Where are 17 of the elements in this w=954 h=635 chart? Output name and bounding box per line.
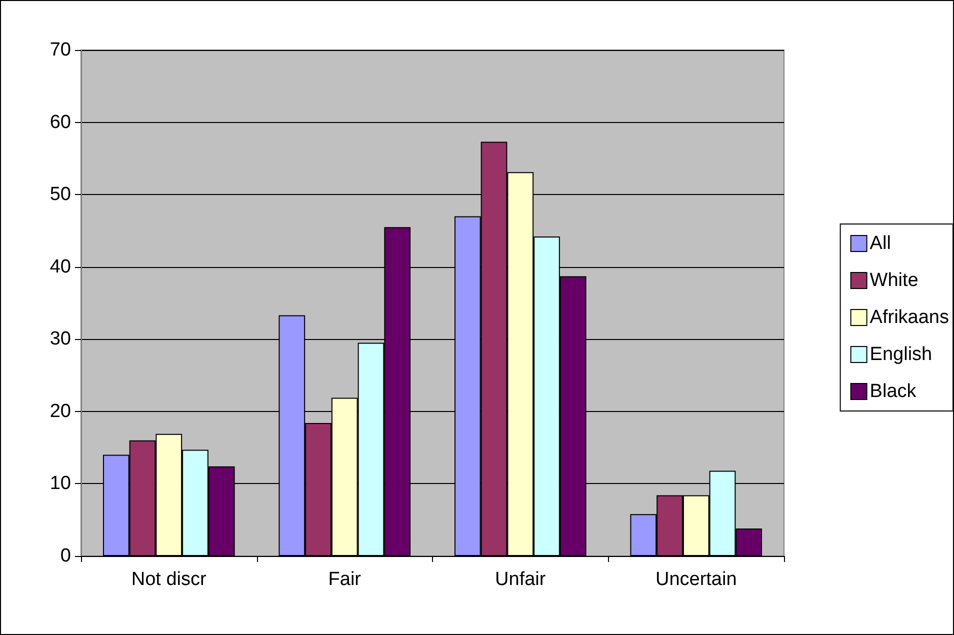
y-tick-label: 10 [50, 473, 71, 494]
y-tick-label: 40 [50, 256, 71, 278]
x-tick-label: Not discr [131, 569, 208, 590]
legend-label: Black [870, 381, 917, 402]
legend-label: English [870, 344, 932, 365]
x-tick-label: Fair [328, 569, 362, 590]
x-tick-label: Unfair [495, 569, 546, 590]
y-tick-label: 70 [50, 40, 71, 60]
legend-label: Afrikaans [870, 307, 949, 328]
y-tick-label: 50 [50, 184, 71, 206]
x-tick-label: Uncertain [655, 569, 737, 590]
legend-label: All [870, 233, 891, 254]
y-tick-label: 20 [50, 400, 71, 422]
y-tick-label: 60 [50, 112, 71, 133]
y-tick-label: 30 [50, 328, 71, 350]
y-tick-label: 0 [60, 546, 71, 566]
legend-label: White [870, 270, 918, 291]
